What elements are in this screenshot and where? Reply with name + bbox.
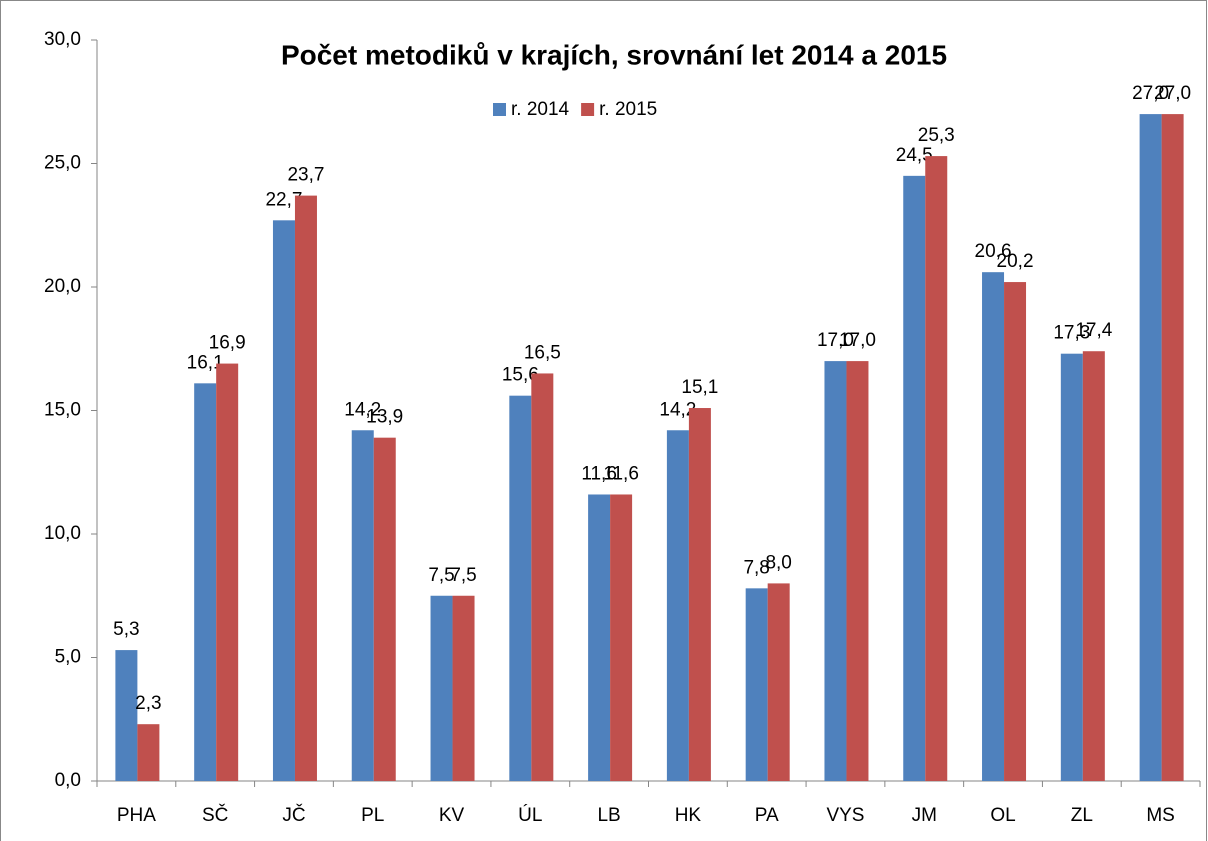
bar	[666, 430, 689, 781]
data-label: 16,5	[524, 342, 561, 363]
bar	[588, 494, 611, 781]
data-label: 14,2	[659, 399, 696, 420]
data-label: 7,5	[450, 565, 476, 586]
data-label: 15,1	[681, 377, 718, 398]
bar	[1161, 114, 1184, 782]
bar	[216, 363, 239, 781]
bar	[272, 220, 295, 781]
y-tick-label: 20,0	[44, 276, 81, 297]
data-label: 5,3	[113, 619, 139, 640]
bar	[351, 430, 374, 781]
data-label: 25,3	[918, 125, 955, 146]
data-label: 22,7	[265, 189, 302, 210]
x-tick-label: LB	[597, 805, 620, 826]
data-label: 11,6	[603, 463, 639, 484]
bar	[610, 494, 633, 781]
bar	[194, 383, 217, 781]
bar	[925, 156, 948, 782]
legend-label: r. 2014	[511, 99, 570, 120]
x-tick-label: SČ	[202, 804, 228, 826]
bar	[509, 395, 532, 781]
data-label: 7,8	[743, 557, 769, 578]
data-label: 27,0	[1132, 83, 1169, 104]
x-tick-label: MS	[1146, 805, 1175, 826]
bar	[824, 361, 847, 781]
y-tick-label: 15,0	[44, 400, 81, 421]
data-label: 27,0	[1154, 83, 1191, 104]
data-label: 17,3	[1053, 323, 1090, 344]
y-tick-label: 25,0	[44, 153, 81, 174]
x-tick-label: PL	[361, 805, 384, 826]
bar	[294, 195, 317, 782]
x-tick-label: HK	[675, 805, 702, 826]
x-tick-label: VYS	[826, 805, 864, 826]
data-label: 14,2	[344, 399, 381, 420]
bar	[903, 175, 926, 782]
data-label: 20,6	[975, 241, 1012, 262]
bar	[1082, 351, 1105, 781]
bar	[846, 361, 869, 781]
legend-swatch	[581, 103, 595, 116]
bar	[531, 373, 554, 781]
x-tick-label: ZL	[1071, 805, 1093, 826]
x-tick-label: PHA	[117, 805, 156, 826]
bar	[1139, 114, 1162, 782]
legend-label: r. 2015	[599, 99, 657, 120]
bar	[1004, 282, 1027, 781]
data-label: 17,0	[817, 330, 854, 351]
bar	[745, 588, 768, 781]
data-label: 17,4	[1075, 320, 1112, 341]
data-label: 2,3	[135, 693, 161, 714]
data-label: 15,6	[502, 365, 539, 386]
bar	[982, 272, 1005, 781]
legend-swatch	[493, 103, 506, 116]
y-tick-label: 30,0	[44, 29, 81, 50]
data-label: 17,0	[839, 330, 876, 351]
x-tick-label: JČ	[282, 804, 305, 826]
bar	[115, 650, 138, 781]
bar	[1060, 353, 1083, 781]
x-tick-label: JM	[912, 805, 937, 826]
bar	[430, 595, 453, 781]
y-tick-label: 0,0	[55, 770, 81, 791]
data-label: 24,5	[896, 145, 933, 166]
bar	[767, 583, 790, 781]
x-tick-label: OL	[990, 805, 1015, 826]
chart-title: Počet metodiků v krajích, srovnání let 2…	[281, 39, 947, 70]
x-tick-label: ÚL	[518, 804, 542, 826]
data-label: 11,6	[581, 463, 617, 484]
bar	[137, 724, 160, 781]
data-label: 13,9	[366, 407, 403, 428]
bar	[688, 408, 711, 781]
y-tick-label: 5,0	[55, 647, 81, 668]
bar	[373, 437, 396, 781]
data-label: 20,2	[997, 251, 1034, 272]
data-label: 8,0	[765, 552, 791, 573]
bar	[452, 595, 475, 781]
data-label: 7,5	[428, 565, 454, 586]
data-label: 16,9	[209, 333, 246, 354]
x-tick-label: KV	[439, 805, 465, 826]
data-label: 23,7	[287, 165, 324, 186]
data-label: 16,1	[187, 352, 224, 373]
x-tick-label: PA	[755, 805, 779, 826]
y-tick-label: 10,0	[44, 523, 81, 544]
